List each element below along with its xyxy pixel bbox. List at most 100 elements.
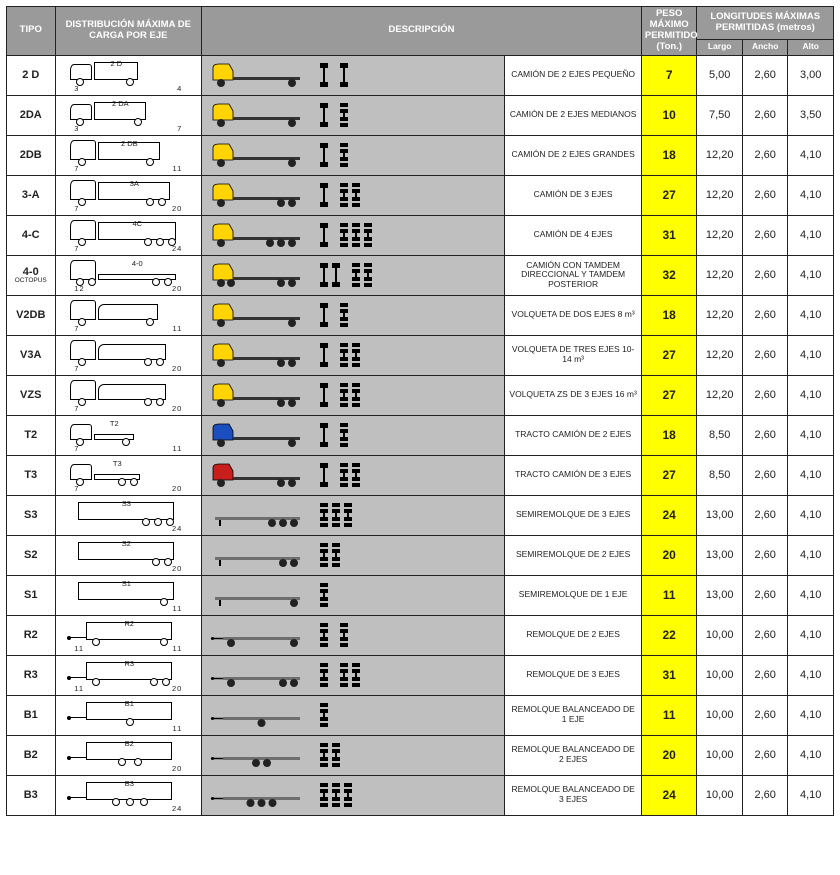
- axle-glyphs: [320, 223, 372, 247]
- mini-truck-icon: [211, 342, 306, 368]
- cell-ancho: 2,60: [742, 695, 787, 735]
- cell-peso: 10: [641, 95, 697, 135]
- axle-glyphs: [320, 183, 360, 207]
- cell-description: REMOLQUE DE 3 EJES: [505, 655, 641, 695]
- cell-alto: 4,10: [788, 495, 834, 535]
- mini-truck-icon: [211, 102, 306, 128]
- cell-tipo: 2DA: [7, 95, 56, 135]
- hdr-desc: DESCRIPCIÓN: [202, 7, 642, 56]
- cell-tipo: S3: [7, 495, 56, 535]
- cell-largo: 5,00: [697, 55, 742, 95]
- cell-largo: 10,00: [697, 775, 742, 815]
- cell-peso: 24: [641, 775, 697, 815]
- cell-vehicle-graphic: [202, 655, 505, 695]
- cell-distribution: R21111: [55, 615, 202, 655]
- mini-truck-icon: [211, 182, 306, 208]
- cell-largo: 12,20: [697, 175, 742, 215]
- mini-truck-icon: [211, 302, 306, 328]
- axle-glyphs: [320, 463, 360, 487]
- cell-tipo: B1: [7, 695, 56, 735]
- cell-largo: 10,00: [697, 615, 742, 655]
- cell-description: CAMIÓN DE 2 EJES MEDIANOS: [505, 95, 641, 135]
- cell-largo: 10,00: [697, 735, 742, 775]
- cell-tipo: T3: [7, 455, 56, 495]
- cell-peso: 11: [641, 695, 697, 735]
- table-row: V3A 720 VOLQUETA DE TRES EJES 10-14 m³ 2…: [7, 335, 834, 375]
- cell-alto: 4,10: [788, 415, 834, 455]
- cell-tipo: S2: [7, 535, 56, 575]
- cell-peso: 22: [641, 615, 697, 655]
- axle-glyphs: [320, 663, 360, 687]
- mini-truck-icon: [211, 142, 306, 168]
- cell-largo: 13,00: [697, 495, 742, 535]
- hdr-largo: Largo: [697, 39, 742, 55]
- cell-description: REMOLQUE DE 2 EJES: [505, 615, 641, 655]
- cell-largo: 12,20: [697, 335, 742, 375]
- cell-vehicle-graphic: [202, 335, 505, 375]
- mini-truck-icon: [211, 62, 306, 88]
- cell-largo: 12,20: [697, 215, 742, 255]
- axle-glyphs: [320, 63, 348, 87]
- cell-alto: 4,10: [788, 735, 834, 775]
- cell-vehicle-graphic: [202, 255, 505, 295]
- cell-alto: 4,10: [788, 775, 834, 815]
- cell-largo: 8,50: [697, 455, 742, 495]
- hdr-alto: Alto: [788, 39, 834, 55]
- cell-largo: 10,00: [697, 695, 742, 735]
- cell-distribution: B324: [55, 775, 202, 815]
- cell-description: CAMIÓN DE 2 EJES PEQUEÑO: [505, 55, 641, 95]
- cell-description: SEMIREMOLQUE DE 1 EJE: [505, 575, 641, 615]
- cell-ancho: 2,60: [742, 375, 787, 415]
- mini-truck-icon: [211, 462, 306, 488]
- cell-vehicle-graphic: [202, 575, 505, 615]
- cell-distribution: B111: [55, 695, 202, 735]
- cell-distribution: 720: [55, 375, 202, 415]
- hdr-ancho: Ancho: [742, 39, 787, 55]
- cell-tipo: V2DB: [7, 295, 56, 335]
- axle-glyphs: [320, 703, 328, 727]
- axle-glyphs: [320, 423, 348, 447]
- cell-vehicle-graphic: [202, 375, 505, 415]
- cell-peso: 32: [641, 255, 697, 295]
- axle-glyphs: [320, 383, 360, 407]
- cell-alto: 4,10: [788, 615, 834, 655]
- cell-alto: 4,10: [788, 375, 834, 415]
- cell-peso: 20: [641, 735, 697, 775]
- axle-glyphs: [320, 623, 348, 647]
- cell-ancho: 2,60: [742, 175, 787, 215]
- axle-glyphs: [320, 583, 328, 607]
- table-row: B1 B111 REMOLQUE BALANCEADO DE 1 EJE 11 …: [7, 695, 834, 735]
- cell-ancho: 2,60: [742, 775, 787, 815]
- mini-truck-icon: [211, 422, 306, 448]
- axle-glyphs: [320, 303, 348, 327]
- cell-vehicle-graphic: [202, 735, 505, 775]
- table-row: 2 D 2 D34 CAMIÓN DE 2 EJES PEQUEÑO 7 5,0…: [7, 55, 834, 95]
- cell-distribution: 4-01220: [55, 255, 202, 295]
- cell-distribution: 4C724: [55, 215, 202, 255]
- cell-description: REMOLQUE BALANCEADO DE 2 EJES: [505, 735, 641, 775]
- cell-distribution: S324: [55, 495, 202, 535]
- cell-peso: 7: [641, 55, 697, 95]
- cell-description: SEMIREMOLQUE DE 3 EJES: [505, 495, 641, 535]
- cell-description: VOLQUETA DE TRES EJES 10-14 m³: [505, 335, 641, 375]
- cell-largo: 10,00: [697, 655, 742, 695]
- cell-alto: 4,10: [788, 255, 834, 295]
- cell-peso: 18: [641, 295, 697, 335]
- cell-alto: 4,10: [788, 455, 834, 495]
- cell-distribution: B220: [55, 735, 202, 775]
- table-row: 3-A 3A720 CAMIÓN DE 3 EJES 27 12,20 2,60…: [7, 175, 834, 215]
- cell-ancho: 2,60: [742, 415, 787, 455]
- cell-largo: 12,20: [697, 255, 742, 295]
- cell-vehicle-graphic: [202, 695, 505, 735]
- cell-vehicle-graphic: [202, 55, 505, 95]
- cell-tipo: S1: [7, 575, 56, 615]
- cell-ancho: 2,60: [742, 135, 787, 175]
- cell-tipo: V3A: [7, 335, 56, 375]
- cell-distribution: 2 D34: [55, 55, 202, 95]
- cell-alto: 4,10: [788, 535, 834, 575]
- table-header: TIPO DISTRIBUCIÓN MÁXIMA DE CARGA POR EJ…: [7, 7, 834, 56]
- axle-glyphs: [320, 783, 352, 807]
- cell-tipo: 4-C: [7, 215, 56, 255]
- cell-distribution: 2 DB711: [55, 135, 202, 175]
- cell-alto: 3,00: [788, 55, 834, 95]
